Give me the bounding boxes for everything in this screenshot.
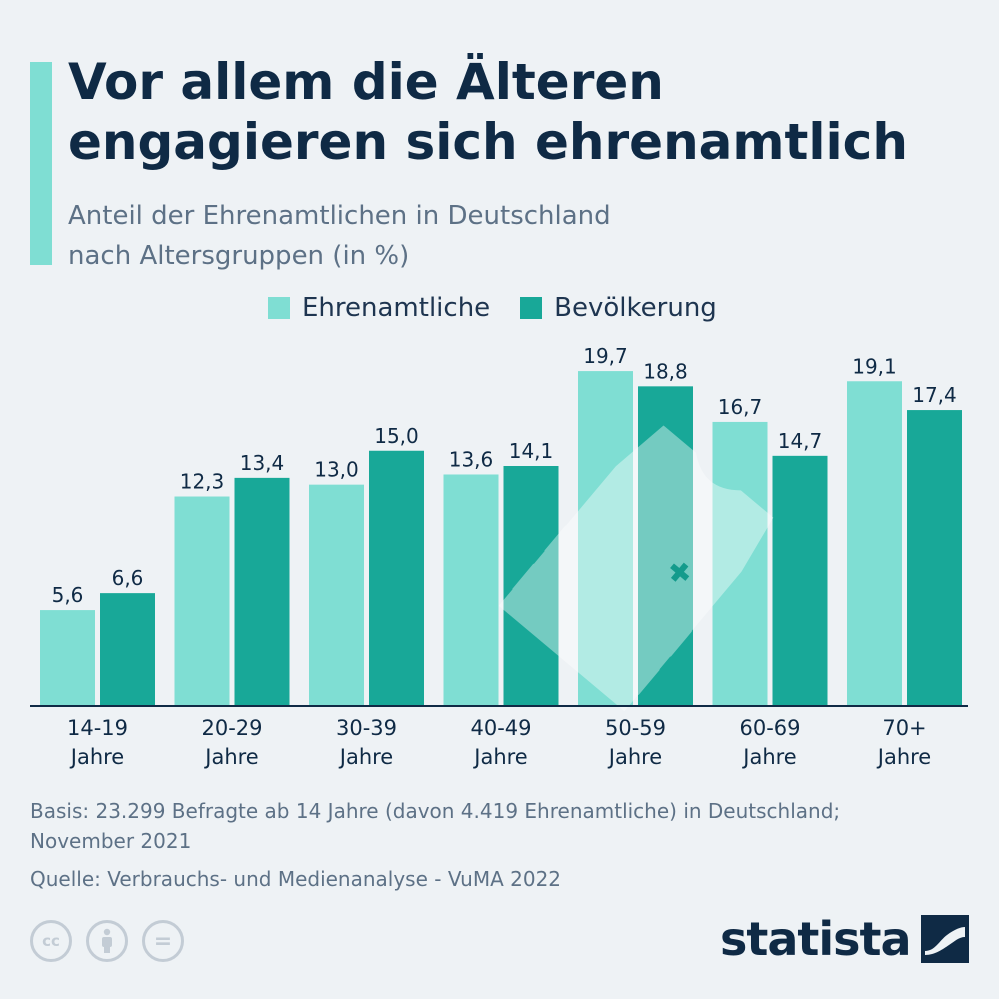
data-label-bevoelkerung-70+: 17,4 [912,383,957,407]
x-tick-label-30-39-line1: 30-39 [336,716,397,740]
data-label-ehrenamtliche-20-29: 12,3 [180,470,225,494]
title-line-2: engagieren sich ehrenamtlich [68,113,908,171]
source-text: Quelle: Verbrauchs- und Medienanalyse - … [30,867,562,891]
x-tick-label-50-59-line1: 50-59 [605,716,666,740]
title-accent-bar [30,62,52,265]
bar-ehrenamtliche-30-39 [309,484,364,705]
data-label-ehrenamtliche-30-39: 13,0 [314,458,359,482]
legend-swatch-bevoelkerung [520,297,543,319]
x-tick-label-60-69-line1: 60-69 [739,716,800,740]
bar-ehrenamtliche-14-19 [40,610,95,705]
bar-chart: 5,6 6,6 14-19 Jahre 12,3 13,4 20-29 Jahre 13,0 15… [30,344,968,769]
legend-swatch-ehrenamtliche [268,297,290,319]
subtitle-line-1: Anteil der Ehrenamtlichen in Deutschland [68,201,611,231]
x-tick-label-20-29-line2: Jahre [203,745,258,769]
bar-bevoelkerung-14-19 [100,593,155,705]
chart-legend: Ehrenamtliche Bevölkerung [268,290,747,326]
data-label-ehrenamtliche-40-49: 13,6 [449,447,494,471]
attribution-person-icon[interactable] [86,920,128,962]
legend-label-ehrenamtliche: Ehrenamtliche [302,293,491,323]
x-tick-label-70+-line1: 70+ [882,716,926,740]
cc-label: cc [42,932,60,950]
subtitle-line-2: nach Altersgruppen (in %) [68,241,410,271]
data-label-bevoelkerung-50-59: 18,8 [643,359,688,383]
title-line-1: Vor allem die Älteren [68,53,664,111]
bar-ehrenamtliche-60-69 [712,421,768,705]
basis-line-1: Basis: 23.299 Befragte ab 14 Jahre (davo… [30,799,841,823]
bar-bevoelkerung-40-49 [503,466,559,705]
basis-note: Basis: 23.299 Befragte ab 14 Jahre (davo… [30,796,970,856]
bar-ehrenamtliche-70+ [847,381,902,705]
data-label-ehrenamtliche-14-19: 5,6 [52,583,84,607]
bar-bevoelkerung-20-29 [234,477,290,705]
safety-vest-watermark-icon [498,425,774,712]
person-glyph [102,928,112,953]
statista-mark-icon [920,915,969,963]
creative-commons-icon[interactable]: cc [30,920,72,962]
x-tick-label-30-39-line2: Jahre [338,745,393,769]
x-tick-label-20-29-line1: 20-29 [201,716,262,740]
legend-item-bevoelkerung: Bevölkerung [520,293,717,323]
data-label-bevoelkerung-14-19: 6,6 [112,566,144,590]
data-label-ehrenamtliche-70+: 19,1 [852,354,897,378]
bar-bevoelkerung-60-69 [772,455,828,705]
bar-bevoelkerung-70+ [907,410,962,705]
legend-item-ehrenamtliche: Ehrenamtliche [268,293,490,323]
bar-ehrenamtliche-50-59 [578,371,633,705]
license-icons: cc = [30,920,198,962]
x-tick-label-14-19-line2: Jahre [69,745,124,769]
equals-label: = [153,928,173,954]
x-tick-label-70+-line2: Jahre [876,745,931,769]
data-label-bevoelkerung-30-39: 15,0 [374,424,419,448]
bar-ehrenamtliche-20-29 [174,496,230,705]
data-label-bevoelkerung-40-49: 14,1 [509,439,554,463]
x-tick-label-40-49-line1: 40-49 [470,716,531,740]
data-label-bevoelkerung-60-69: 14,7 [778,429,823,453]
source-note: Quelle: Verbrauchs- und Medienanalyse - … [30,864,970,894]
data-label-ehrenamtliche-60-69: 16,7 [718,395,763,419]
chart-subtitle: Anteil der Ehrenamtlichen in Deutschland… [68,196,868,276]
x-tick-label-50-59-line2: Jahre [607,745,662,769]
x-tick-label-40-49-line2: Jahre [472,745,527,769]
chart-title: Vor allem die Älteren engagieren sich eh… [68,52,968,172]
legend-label-bevoelkerung: Bevölkerung [554,293,717,323]
bar-ehrenamtliche-40-49 [443,474,499,705]
data-label-bevoelkerung-20-29: 13,4 [240,451,285,475]
data-label-ehrenamtliche-50-59: 19,7 [583,344,628,368]
x-tick-label-14-19-line1: 14-19 [67,716,128,740]
basis-line-2: November 2021 [30,829,192,853]
bar-bevoelkerung-50-59 [638,386,693,705]
bar-bevoelkerung-30-39 [369,450,424,705]
no-derivatives-icon[interactable]: = [142,920,184,962]
statista-logo[interactable]: statista [720,912,969,966]
brand-wordmark: statista [720,912,912,966]
x-tick-label-60-69-line2: Jahre [741,745,796,769]
